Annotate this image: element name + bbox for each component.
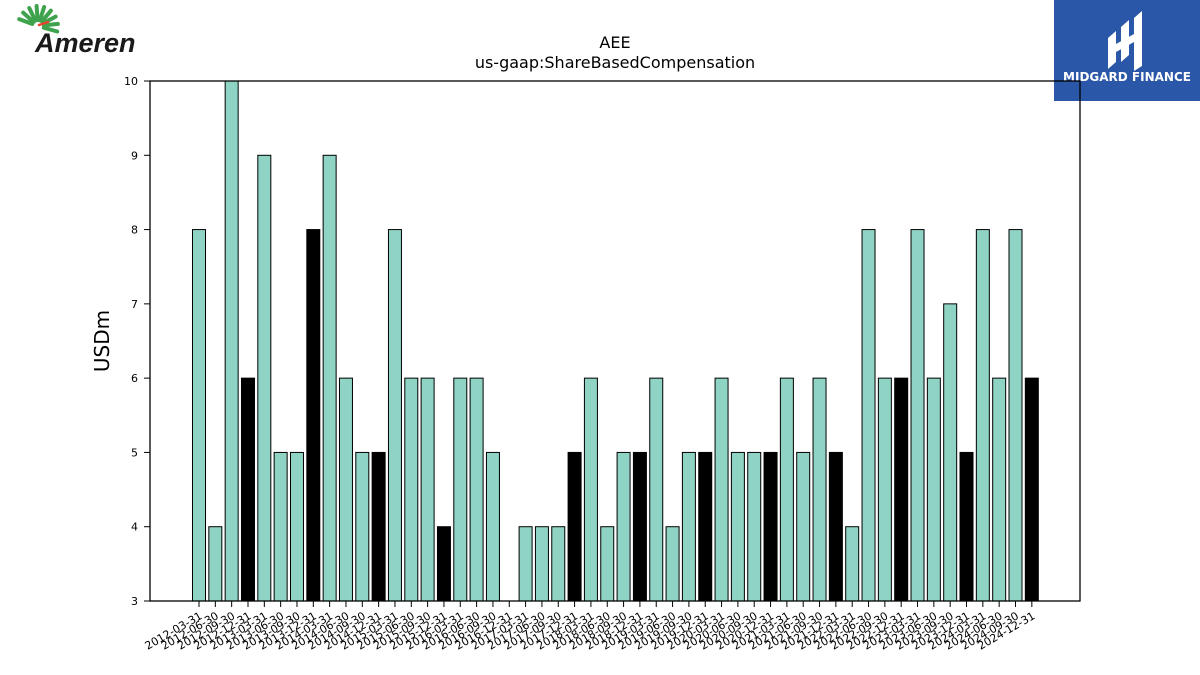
bar-2018-06-30 bbox=[600, 526, 615, 602]
bar-2017-09-30 bbox=[551, 526, 566, 602]
bar-2023-12-31 bbox=[959, 451, 974, 602]
bar-2015-06-30 bbox=[404, 377, 419, 602]
bar-2016-06-30 bbox=[469, 377, 484, 602]
midgard-logo-text: MIDGARD FINANCE bbox=[1063, 70, 1191, 84]
bar-2014-06-30 bbox=[338, 377, 353, 602]
bar-2021-03-31 bbox=[779, 377, 794, 602]
bar-2016-03-31 bbox=[453, 377, 468, 602]
bar-2020-12-31 bbox=[763, 451, 778, 602]
midgard-logo-mark-icon bbox=[1108, 11, 1142, 71]
bar-2021-06-30 bbox=[796, 451, 811, 602]
y-tick-label: 5 bbox=[131, 446, 138, 459]
chart-subtitle: us-gaap:ShareBasedCompensation bbox=[475, 53, 755, 72]
bar-2019-03-31 bbox=[649, 377, 664, 602]
y-tick-label: 8 bbox=[131, 224, 138, 237]
bar-2014-12-31 bbox=[371, 451, 386, 602]
bar-2022-03-31 bbox=[845, 526, 860, 602]
bar-2013-12-31 bbox=[306, 229, 321, 602]
y-tick-label: 9 bbox=[131, 149, 138, 162]
ameren-logo: Ameren bbox=[17, 4, 136, 58]
bar-2019-06-30 bbox=[665, 526, 680, 602]
bar-2022-12-31 bbox=[894, 377, 909, 602]
bar-2012-06-30 bbox=[208, 526, 223, 602]
x-axis: 2012-03-312012-06-302012-09-302012-12-31… bbox=[143, 601, 1037, 653]
bar-2012-09-30 bbox=[224, 80, 239, 602]
bar-2021-09-30 bbox=[812, 377, 827, 602]
bar-2013-09-30 bbox=[289, 451, 304, 602]
bar-2012-12-31 bbox=[240, 377, 255, 602]
bar-2018-12-31 bbox=[632, 451, 647, 602]
bar-2024-12-31 bbox=[1024, 377, 1039, 602]
bar-2013-03-31 bbox=[257, 154, 272, 602]
bar-2023-06-30 bbox=[926, 377, 941, 602]
bar-2018-03-31 bbox=[583, 377, 598, 602]
bar-2020-09-30 bbox=[747, 451, 762, 602]
y-tick-label: 7 bbox=[131, 298, 138, 311]
y-tick-label: 10 bbox=[124, 75, 138, 88]
bar-2020-06-30 bbox=[730, 451, 745, 602]
bar-2015-03-31 bbox=[387, 229, 402, 602]
bar-2015-09-30 bbox=[420, 377, 435, 602]
bar-2015-12-31 bbox=[436, 526, 451, 602]
bars-group bbox=[192, 80, 1039, 602]
ameren-logo-text: Ameren bbox=[34, 28, 136, 58]
bar-2012-03-31 bbox=[192, 229, 206, 602]
bar-2016-09-30 bbox=[485, 451, 500, 602]
y-tick-label: 4 bbox=[131, 521, 138, 534]
bar-2018-09-30 bbox=[616, 451, 631, 602]
bar-2013-06-30 bbox=[273, 451, 288, 602]
bar-2024-03-31 bbox=[975, 229, 990, 602]
bar-2017-12-31 bbox=[567, 451, 582, 602]
y-axis: 3 4 5 6 7 8 9 10 bbox=[124, 75, 150, 608]
chart-title: AEE bbox=[599, 33, 630, 52]
bar-2020-03-31 bbox=[714, 377, 729, 602]
bar-2014-03-31 bbox=[322, 154, 337, 602]
bar-2023-03-31 bbox=[910, 229, 925, 602]
bar-2022-09-30 bbox=[877, 377, 892, 602]
y-tick-label: 3 bbox=[131, 595, 138, 608]
bar-2024-09-30 bbox=[1008, 229, 1023, 602]
bar-2021-12-31 bbox=[828, 451, 843, 602]
bar-2024-06-30 bbox=[992, 377, 1007, 602]
y-axis-label: USDm bbox=[90, 310, 114, 372]
bar-2019-09-30 bbox=[681, 451, 696, 602]
bar-2023-09-30 bbox=[943, 303, 958, 602]
bar-2017-03-31 bbox=[518, 526, 533, 602]
bar-2019-12-31 bbox=[698, 451, 713, 602]
bar-2017-06-30 bbox=[534, 526, 549, 602]
bar-2014-09-30 bbox=[355, 451, 370, 602]
bar-2022-06-30 bbox=[861, 229, 876, 602]
midgard-finance-logo: MIDGARD FINANCE bbox=[1054, 0, 1200, 101]
y-tick-label: 6 bbox=[131, 372, 138, 385]
sunburst-icon bbox=[17, 4, 60, 34]
plot-frame bbox=[149, 80, 1081, 602]
